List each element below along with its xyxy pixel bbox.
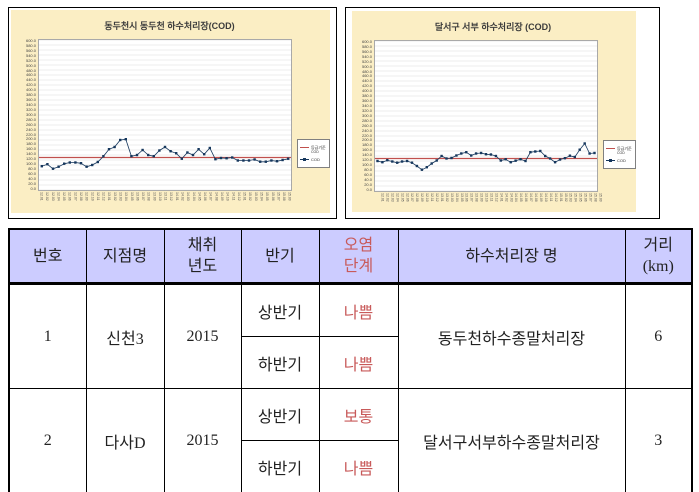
y-axis-ticks: 600.0 580.0 560.0 540.0 520.0 500.0 480.0 460.0… bbox=[361, 39, 372, 192]
x-axis-ticks: 12.01 12.02 12.03 12.04 12.05 12.06 12.07 12.08… bbox=[39, 192, 292, 201]
chart-dalseogu: 달서구 서부 하수처리장 (COD) 600.0 580.0 560.0 540.0 5… bbox=[345, 7, 660, 219]
plot-area bbox=[38, 39, 292, 191]
table-row: 1 신천3 2015 상반기 나쁨 동두천하수종말처리장 6 bbox=[8, 283, 693, 389]
cell-grade: 나쁨 bbox=[318, 283, 399, 337]
legend-entry: COD bbox=[300, 157, 327, 162]
legend-entry: COD bbox=[606, 158, 633, 163]
cell-half: 상반기 bbox=[240, 388, 320, 441]
chart-title: 동두천시 동두천 하수처리장(COD) bbox=[104, 21, 235, 31]
cod-series-markers bbox=[40, 138, 290, 170]
col-header-half: 반기 bbox=[240, 228, 320, 285]
cell-plant: 달서구서부하수종말처리장 bbox=[397, 388, 626, 492]
cod-series-line bbox=[41, 138, 289, 170]
cell-distance: 3 bbox=[624, 388, 693, 492]
col-header-plant-name: 하수처리장 명 bbox=[397, 228, 626, 285]
pollution-summary-table: 번호 지점명 채취 년도 반기 오염 단계 하수처리장 명 거리 (km) 1 신천3… bbox=[8, 228, 693, 492]
cell-year: 2015 bbox=[163, 283, 242, 389]
cell-grade: 보통 bbox=[318, 388, 399, 441]
chart-plot-region: 600.0 580.0 560.0 540.0 520.0 500.0 480.0 460.0… bbox=[360, 40, 636, 209]
cell-grade: 나쁨 bbox=[318, 336, 399, 389]
cell-site: 신천3 bbox=[85, 283, 165, 389]
series-line-swatch-icon bbox=[300, 157, 309, 161]
cell-half: 하반기 bbox=[240, 336, 320, 389]
cell-plant: 동두천하수종말처리장 bbox=[397, 283, 626, 389]
table-row: 하반기 나쁨 bbox=[9, 440, 692, 492]
chart-plot-region: 600.0 580.0 560.0 540.0 520.0 500.0 480.0 460.0… bbox=[19, 39, 330, 208]
col-header-no: 번호 bbox=[8, 228, 87, 285]
cell-site: 다사D bbox=[85, 388, 165, 492]
chart-legend: 등급기준 COD COD bbox=[603, 140, 636, 169]
cod-series-markers bbox=[376, 142, 596, 171]
col-header-year: 채취 년도 bbox=[163, 228, 242, 285]
col-header-pollution-level: 오염 단계 bbox=[318, 228, 399, 285]
cell-half: 상반기 bbox=[240, 283, 320, 337]
col-header-distance: 거리 (km) bbox=[624, 228, 693, 285]
ref-line-swatch-icon bbox=[300, 147, 309, 148]
plot-area bbox=[374, 40, 598, 192]
legend-entry: 등급기준 COD bbox=[606, 146, 633, 156]
col-header-site: 지점명 bbox=[85, 228, 165, 285]
table-header-row: 번호 지점명 채취 년도 반기 오염 단계 하수처리장 명 거리 (km) bbox=[8, 228, 693, 285]
ref-line-swatch-icon bbox=[606, 148, 615, 149]
chart-dongducheon: 동두천시 동두천 하수처리장(COD) 600.0 580.0 560.0 540.0… bbox=[8, 7, 337, 219]
cell-no: 1 bbox=[8, 283, 87, 389]
table-row: 2 다사D 2015 상반기 보통 달서구서부하수종말처리장 3 bbox=[8, 388, 693, 492]
cell-grade: 나쁨 bbox=[318, 440, 399, 492]
chart-canvas: 달서구 서부 하수처리장 (COD) 600.0 580.0 560.0 540.0 5… bbox=[352, 11, 636, 212]
x-axis-ticks: 12.01 12.02 12.03 12.04 12.05 12.06 12.07 12.08… bbox=[380, 193, 603, 202]
cell-year: 2015 bbox=[163, 388, 242, 492]
chart-canvas: 동두천시 동두천 하수처리장(COD) 600.0 580.0 560.0 540.0… bbox=[11, 10, 330, 213]
cell-half: 하반기 bbox=[240, 440, 320, 492]
series-line-swatch-icon bbox=[606, 158, 615, 162]
cell-distance: 6 bbox=[624, 283, 693, 389]
chart-title: 달서구 서부 하수처리장 (COD) bbox=[434, 22, 552, 32]
cell-no: 2 bbox=[8, 388, 87, 492]
chart-legend: 등급기준 COD COD bbox=[297, 139, 330, 168]
y-axis-ticks: 600.0 580.0 560.0 540.0 520.0 500.0 480.0 460.0… bbox=[25, 38, 36, 191]
legend-entry: 등급기준 COD bbox=[300, 145, 327, 155]
